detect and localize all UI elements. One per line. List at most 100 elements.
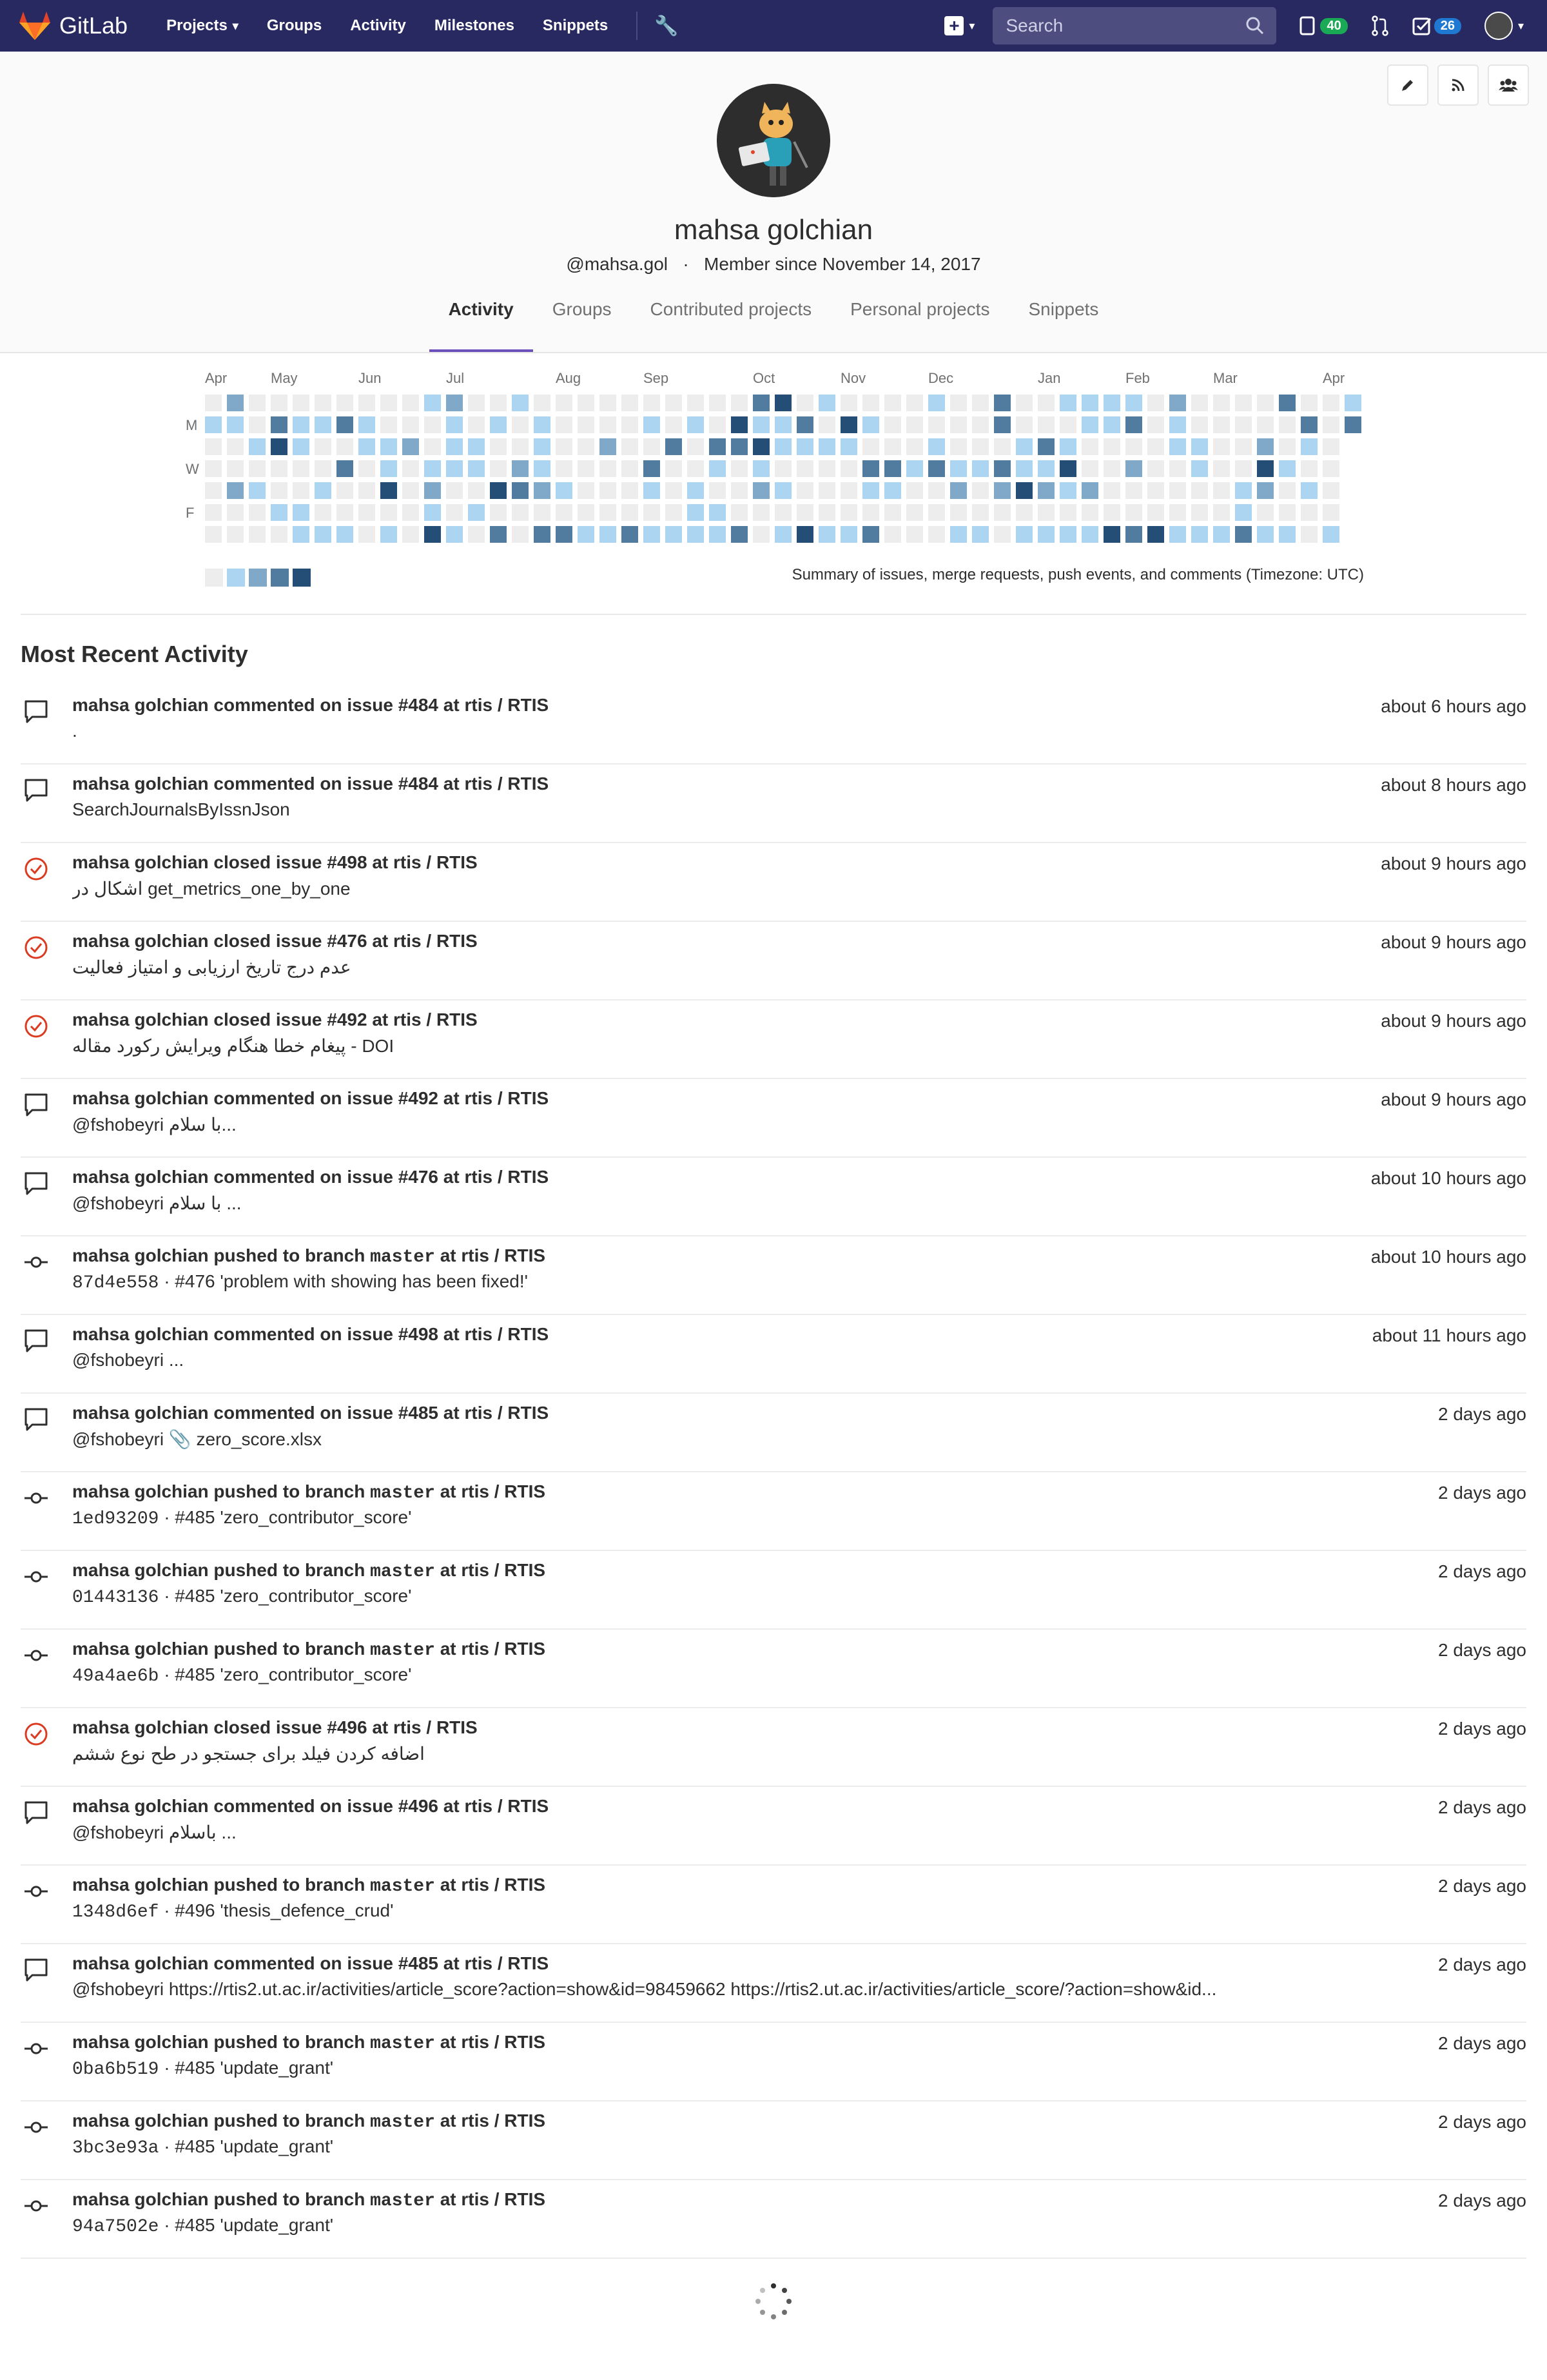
contribution-day-cell[interactable] [797, 460, 813, 477]
event-project-link[interactable]: rtis / RTIS [464, 1167, 549, 1187]
event-branch-link[interactable]: master [370, 2034, 435, 2054]
contribution-day-cell[interactable] [205, 438, 222, 455]
contribution-day-cell[interactable] [775, 504, 792, 521]
contribution-day-cell[interactable] [1016, 460, 1033, 477]
contribution-day-cell[interactable] [315, 460, 331, 477]
contribution-day-cell[interactable] [994, 504, 1011, 521]
contribution-day-cell[interactable] [906, 482, 923, 499]
event-project-link[interactable]: rtis / RTIS [464, 1324, 549, 1344]
contribution-day-cell[interactable] [643, 526, 660, 543]
contribution-day-cell[interactable] [402, 416, 419, 433]
contribution-day-cell[interactable] [1147, 504, 1164, 521]
contribution-day-cell[interactable] [578, 395, 594, 411]
contribution-day-cell[interactable] [402, 482, 419, 499]
contribution-day-cell[interactable] [512, 395, 529, 411]
contribution-day-cell[interactable] [1125, 526, 1142, 543]
contribution-day-cell[interactable] [665, 395, 682, 411]
contribution-day-cell[interactable] [599, 504, 616, 521]
contribution-day-cell[interactable] [884, 504, 901, 521]
contribution-day-cell[interactable] [358, 438, 375, 455]
contribution-day-cell[interactable] [534, 482, 550, 499]
contribution-day-cell[interactable] [819, 526, 835, 543]
event-project-link[interactable]: rtis / RTIS [461, 1481, 546, 1501]
contribution-day-cell[interactable] [358, 526, 375, 543]
gitlab-home-link[interactable]: GitLab [19, 12, 128, 40]
contribution-day-cell[interactable] [293, 438, 309, 455]
contribution-day-cell[interactable] [665, 460, 682, 477]
contribution-day-cell[interactable] [1169, 504, 1186, 521]
contribution-day-cell[interactable] [1191, 460, 1208, 477]
contribution-day-cell[interactable] [1169, 416, 1186, 433]
contribution-day-cell[interactable] [731, 416, 748, 433]
contribution-day-cell[interactable] [358, 504, 375, 521]
contribution-day-cell[interactable] [556, 416, 572, 433]
contribution-day-cell[interactable] [1082, 526, 1098, 543]
contribution-day-cell[interactable] [1213, 504, 1230, 521]
event-target-link[interactable]: issue #492 [347, 1088, 438, 1108]
contribution-day-cell[interactable] [315, 526, 331, 543]
contribution-day-cell[interactable] [315, 416, 331, 433]
edit-profile-button[interactable] [1387, 64, 1428, 106]
contribution-day-cell[interactable] [1169, 526, 1186, 543]
contribution-day-cell[interactable] [687, 438, 704, 455]
event-project-link[interactable]: rtis / RTIS [464, 1403, 549, 1423]
event-author-link[interactable]: mahsa golchian [72, 1088, 209, 1108]
contribution-day-cell[interactable] [490, 526, 507, 543]
contribution-day-cell[interactable] [271, 395, 287, 411]
contribution-day-cell[interactable] [1279, 438, 1296, 455]
contribution-day-cell[interactable] [862, 482, 879, 499]
event-author-link[interactable]: mahsa golchian [72, 1481, 209, 1501]
nav-milestones[interactable]: Milestones [434, 17, 514, 35]
contribution-day-cell[interactable] [1279, 526, 1296, 543]
contribution-day-cell[interactable] [1169, 438, 1186, 455]
contribution-day-cell[interactable] [621, 504, 638, 521]
contribution-day-cell[interactable] [556, 482, 572, 499]
contribution-day-cell[interactable] [446, 416, 463, 433]
contribution-day-cell[interactable] [950, 482, 967, 499]
contribution-day-cell[interactable] [643, 460, 660, 477]
commit-sha-link[interactable]: 49a4ae6b [72, 1666, 159, 1686]
tab-personal-projects[interactable]: Personal projects [850, 299, 990, 319]
contribution-day-cell[interactable] [1147, 460, 1164, 477]
contribution-day-cell[interactable] [446, 438, 463, 455]
merge-requests-nav[interactable]: 40 [1299, 16, 1348, 35]
contribution-day-cell[interactable] [665, 438, 682, 455]
event-branch-link[interactable]: master [370, 1247, 435, 1267]
contribution-day-cell[interactable] [1323, 526, 1339, 543]
contribution-day-cell[interactable] [621, 460, 638, 477]
contribution-day-cell[interactable] [490, 416, 507, 433]
event-project-link[interactable]: rtis / RTIS [461, 2111, 546, 2131]
contribution-day-cell[interactable] [380, 416, 397, 433]
contribution-day-cell[interactable] [424, 438, 441, 455]
contribution-day-cell[interactable] [336, 482, 353, 499]
contribution-day-cell[interactable] [753, 526, 770, 543]
event-author-link[interactable]: mahsa golchian [72, 1717, 209, 1737]
contribution-day-cell[interactable] [336, 460, 353, 477]
contribution-day-cell[interactable] [599, 460, 616, 477]
contribution-day-cell[interactable] [687, 416, 704, 433]
event-target-link[interactable]: issue #498 [275, 852, 367, 872]
contribution-day-cell[interactable] [819, 416, 835, 433]
rss-feed-button[interactable] [1437, 64, 1479, 106]
event-author-link[interactable]: mahsa golchian [72, 1875, 209, 1895]
contribution-day-cell[interactable] [490, 504, 507, 521]
contribution-day-cell[interactable] [227, 482, 244, 499]
contribution-day-cell[interactable] [578, 482, 594, 499]
contribution-day-cell[interactable] [906, 416, 923, 433]
contribution-day-cell[interactable] [1082, 416, 1098, 433]
event-project-link[interactable]: rtis / RTIS [393, 852, 478, 872]
contribution-day-cell[interactable] [950, 460, 967, 477]
tab-contributed-projects[interactable]: Contributed projects [650, 299, 812, 319]
contribution-day-cell[interactable] [380, 526, 397, 543]
contribution-day-cell[interactable] [402, 395, 419, 411]
contribution-day-cell[interactable] [1082, 395, 1098, 411]
event-project-link[interactable]: rtis / RTIS [464, 1796, 549, 1816]
contribution-day-cell[interactable] [424, 526, 441, 543]
contribution-day-cell[interactable] [1279, 504, 1296, 521]
todos-nav[interactable]: 26 [1412, 16, 1461, 35]
contribution-day-cell[interactable] [709, 395, 726, 411]
contribution-day-cell[interactable] [1191, 416, 1208, 433]
contribution-day-cell[interactable] [1104, 460, 1120, 477]
contribution-day-cell[interactable] [293, 482, 309, 499]
contribution-day-cell[interactable] [906, 526, 923, 543]
